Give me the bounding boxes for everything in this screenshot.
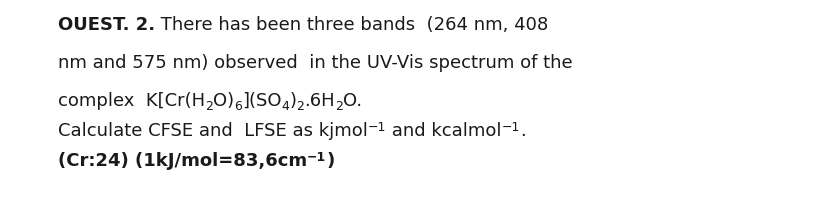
Text: OUEST. 2.: OUEST. 2. (58, 16, 155, 34)
Text: 2: 2 (334, 100, 342, 113)
Text: O.: O. (342, 92, 361, 109)
Text: (Cr:24) (1kJ/mol=83,6cm: (Cr:24) (1kJ/mol=83,6cm (58, 151, 307, 169)
Text: O): O) (213, 92, 234, 109)
Text: complex  K[Cr(H: complex K[Cr(H (58, 92, 205, 109)
Text: There has been three bands  (264 nm, 408: There has been three bands (264 nm, 408 (155, 16, 547, 34)
Text: nm and 575 nm) observed  in the UV-Vis spectrum of the: nm and 575 nm) observed in the UV-Vis sp… (58, 54, 572, 72)
Text: −1: −1 (307, 150, 326, 163)
Text: 6: 6 (234, 100, 241, 113)
Text: Calculate CFSE and  LFSE as kjmol: Calculate CFSE and LFSE as kjmol (58, 121, 367, 139)
Text: 2: 2 (296, 100, 304, 113)
Text: ): ) (326, 151, 334, 169)
Text: ): ) (289, 92, 296, 109)
Text: −1: −1 (367, 120, 385, 133)
Text: −1: −1 (501, 120, 519, 133)
Text: ](SO: ](SO (241, 92, 281, 109)
Text: .6H: .6H (304, 92, 334, 109)
Text: 2: 2 (205, 100, 213, 113)
Text: .: . (519, 121, 525, 139)
Text: 4: 4 (281, 100, 289, 113)
Text: and kcalmol: and kcalmol (385, 121, 501, 139)
